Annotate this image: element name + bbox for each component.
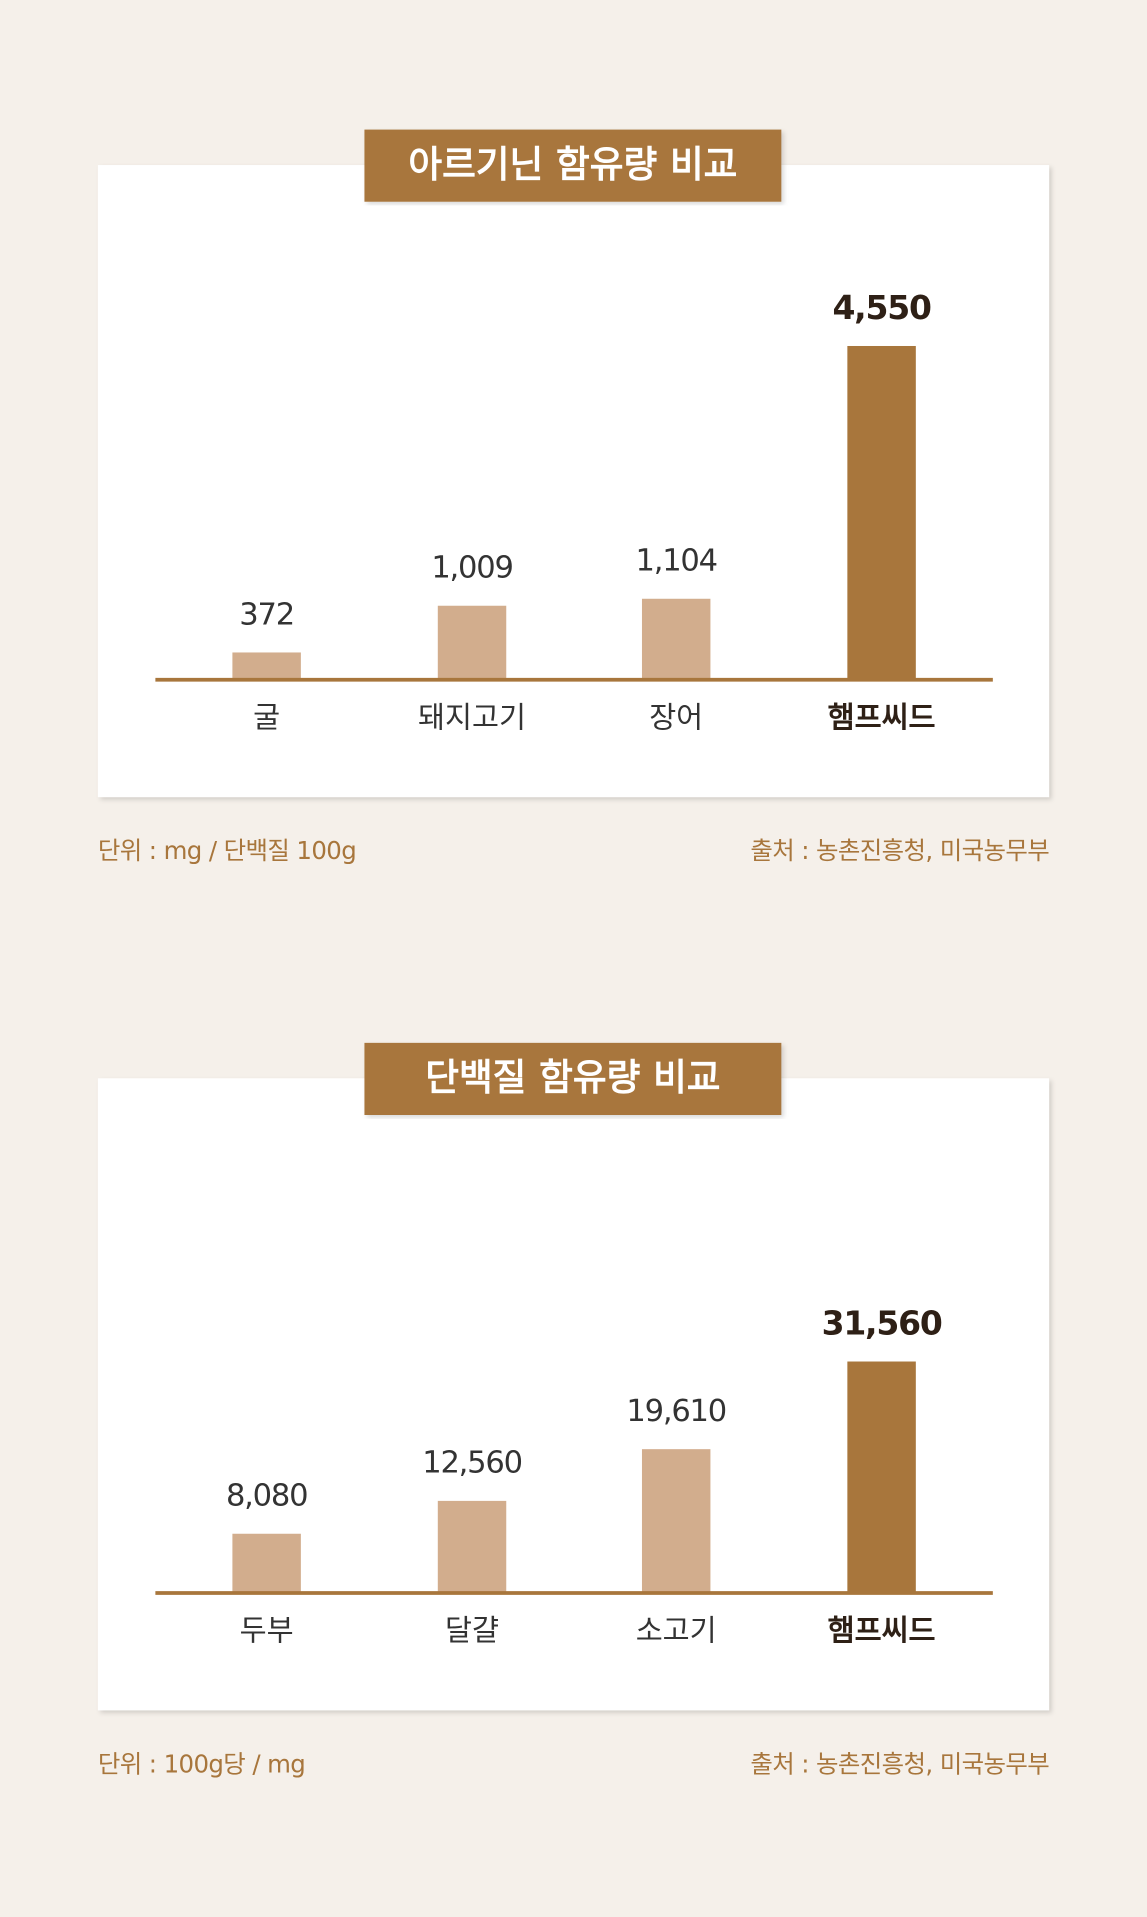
chart-title: 단백질 함유량 비교	[425, 1056, 720, 1099]
bar	[641, 1449, 711, 1594]
category-label: 굴	[253, 700, 280, 734]
value-label: 19,610	[626, 1394, 726, 1429]
value-label: 1,104	[636, 544, 717, 579]
bar	[232, 652, 301, 680]
value-label: 4,550	[832, 288, 931, 327]
category-label: 햄프씨드	[828, 700, 936, 734]
bar	[437, 1500, 507, 1594]
bar	[641, 598, 711, 680]
category-label: 소고기	[636, 1614, 717, 1648]
source-note: 출처 : 농촌진흥청, 미국농무부	[750, 1749, 1049, 1778]
source-note: 출처 : 농촌진흥청, 미국농무부	[750, 836, 1049, 865]
category-label: 돼지고기	[418, 700, 526, 734]
title-box	[364, 129, 782, 202]
value-label: 372	[239, 597, 294, 632]
category-label: 햄프씨드	[828, 1614, 936, 1648]
unit-note: 단위 : mg / 단백질 100g	[98, 836, 356, 865]
bar	[847, 1361, 916, 1594]
value-label: 8,080	[226, 1479, 307, 1514]
title-box	[364, 1042, 782, 1115]
bar	[847, 345, 916, 680]
bar	[437, 605, 507, 680]
unit-note: 단위 : 100g당 / mg	[98, 1749, 305, 1778]
value-label: 12,560	[422, 1446, 522, 1481]
category-label: 달걀	[445, 1614, 499, 1648]
value-label: 31,560	[822, 1303, 942, 1342]
value-label: 1,009	[431, 551, 512, 586]
chart-title: 아르기닌 함유량 비교	[408, 143, 737, 186]
category-label: 장어	[649, 700, 703, 734]
category-label: 두부	[240, 1614, 294, 1648]
bar	[232, 1533, 301, 1594]
